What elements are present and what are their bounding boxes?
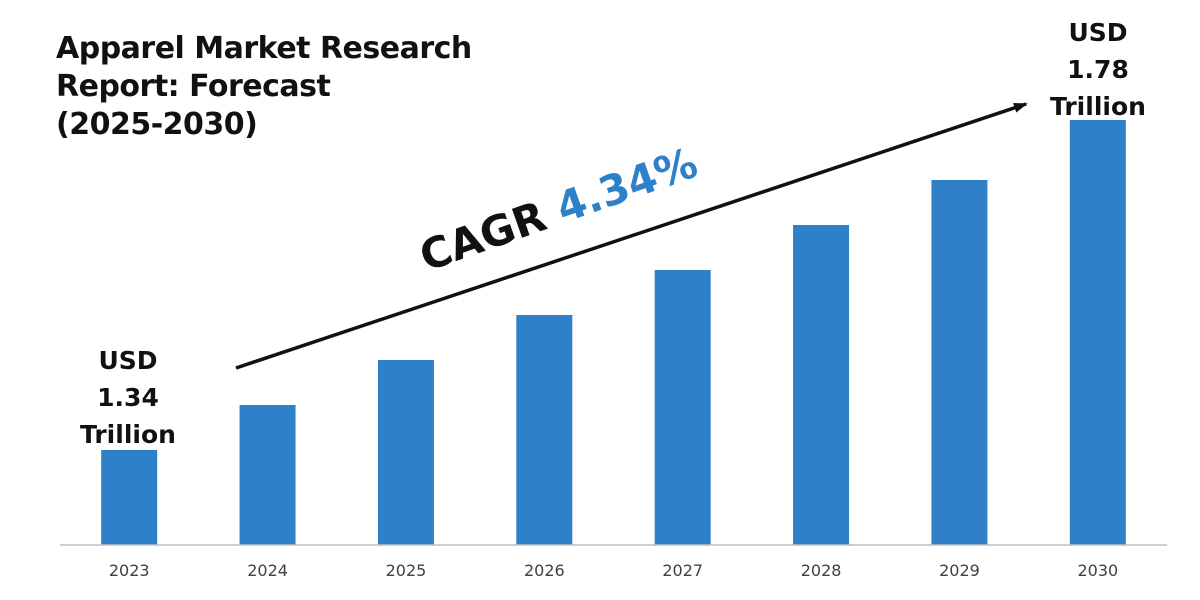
- end-callout-unit: Trillion: [1050, 92, 1146, 121]
- end-callout-currency: USD: [1068, 18, 1128, 47]
- x-tick-2030: 2030: [1077, 561, 1118, 580]
- start-callout-currency: USD: [98, 346, 158, 375]
- x-tick-2026: 2026: [524, 561, 565, 580]
- start-callout-unit: Trillion: [80, 420, 176, 449]
- x-tick-2025: 2025: [386, 561, 427, 580]
- x-tick-2027: 2027: [662, 561, 703, 580]
- title-line-2: Report: Forecast: [56, 69, 331, 104]
- bar-2028: [793, 225, 850, 545]
- bar-2025: [377, 360, 434, 545]
- trend-arrow: [235, 102, 1028, 370]
- x-tick-labels: 2023 2024 2025 2026 2027 2028 2029 2030: [109, 561, 1118, 580]
- bars-group: [101, 120, 1126, 545]
- x-tick-2029: 2029: [939, 561, 980, 580]
- bar-2027: [654, 270, 711, 545]
- bar-2024: [239, 405, 296, 545]
- x-tick-2023: 2023: [109, 561, 150, 580]
- bar-2026: [516, 315, 573, 545]
- bar-2023: [101, 450, 158, 545]
- start-callout-value: 1.34: [97, 383, 159, 412]
- chart-title: Apparel Market Research Report: Forecast…: [56, 30, 496, 144]
- bar-2029: [931, 180, 988, 545]
- bar-2030: [1069, 120, 1126, 545]
- end-value-callout: USD 1.78 Trillion: [1036, 14, 1160, 125]
- x-tick-2024: 2024: [247, 561, 288, 580]
- start-value-callout: USD 1.34 Trillion: [66, 342, 190, 453]
- x-tick-2028: 2028: [801, 561, 842, 580]
- end-callout-value: 1.78: [1067, 55, 1129, 84]
- title-line-3: (2025-2030): [56, 107, 258, 142]
- title-line-1: Apparel Market Research: [56, 31, 472, 66]
